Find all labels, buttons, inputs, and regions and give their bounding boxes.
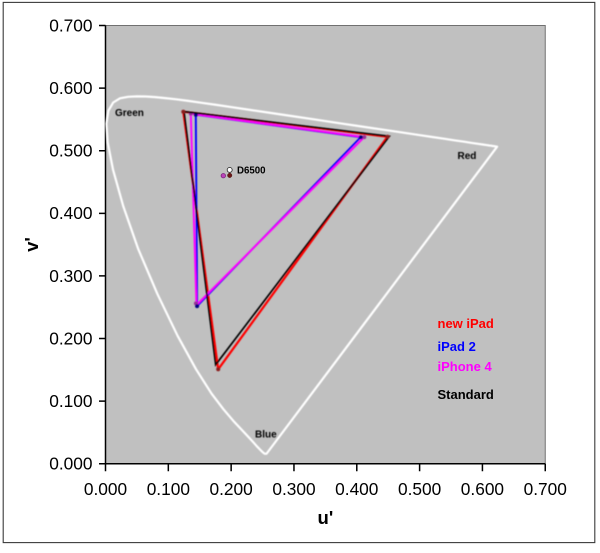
svg-text:0.400: 0.400 [49,203,92,223]
svg-text:Blue: Blue [255,430,277,441]
svg-text:iPad 2: iPad 2 [438,339,476,354]
svg-text:0.400: 0.400 [335,479,378,499]
svg-text:0.500: 0.500 [398,479,441,499]
svg-text:iPhone 4: iPhone 4 [438,359,493,374]
svg-text:Green: Green [115,108,144,119]
svg-text:0.000: 0.000 [84,479,127,499]
svg-text:0.600: 0.600 [461,479,504,499]
svg-text:0.100: 0.100 [49,391,92,411]
svg-text:0.700: 0.700 [49,15,92,35]
svg-text:0.300: 0.300 [49,266,92,286]
svg-text:D6500: D6500 [237,166,266,177]
svg-text:0.200: 0.200 [210,479,253,499]
svg-text:0.500: 0.500 [49,141,92,161]
svg-text:0.300: 0.300 [272,479,315,499]
svg-text:Red: Red [458,151,477,162]
svg-text:v': v' [21,237,42,252]
svg-text:0.600: 0.600 [49,78,92,98]
svg-text:0.200: 0.200 [49,328,92,348]
svg-text:0.100: 0.100 [147,479,190,499]
svg-text:0.000: 0.000 [49,454,92,474]
svg-text:0.700: 0.700 [524,479,567,499]
svg-text:Standard: Standard [438,387,494,402]
svg-text:u': u' [318,507,334,528]
svg-text:new iPad: new iPad [438,316,494,331]
